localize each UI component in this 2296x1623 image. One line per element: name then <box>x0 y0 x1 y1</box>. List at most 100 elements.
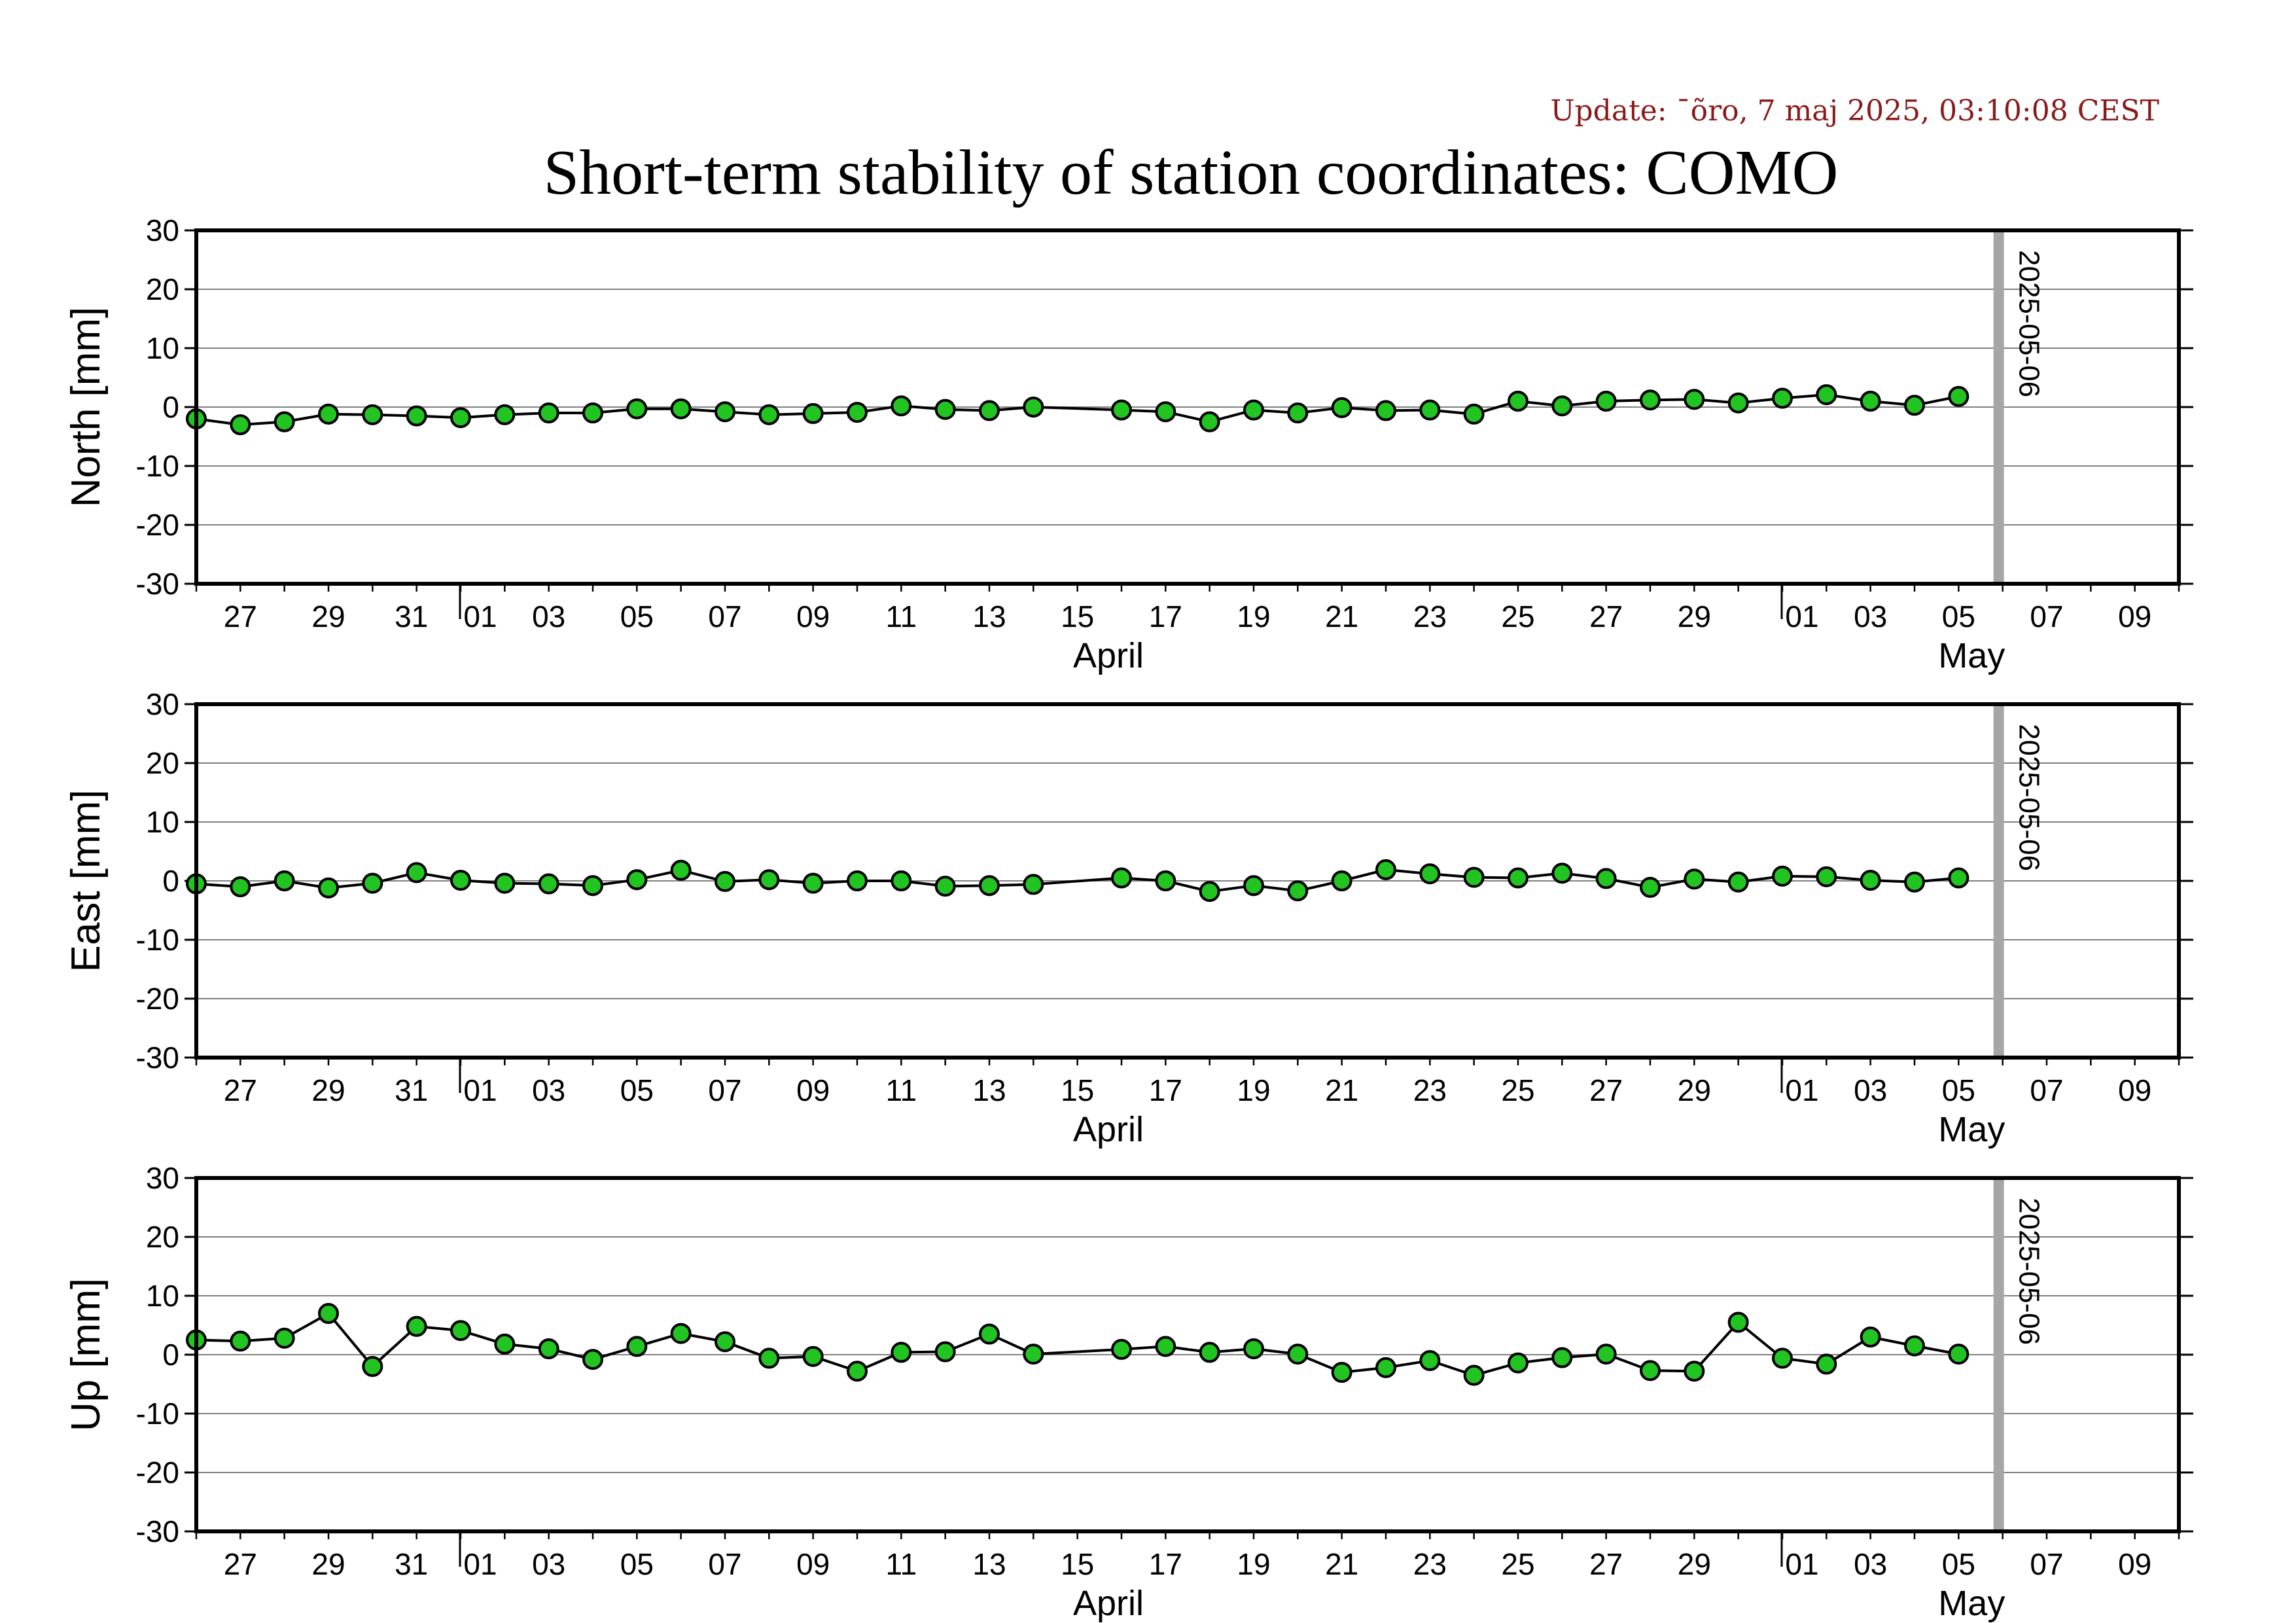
data-point <box>230 876 251 897</box>
data-point <box>318 877 339 899</box>
data-point <box>1155 870 1176 891</box>
data-point <box>1155 401 1176 423</box>
data-point <box>1199 1342 1220 1363</box>
x-tick-label: 05 <box>1942 1547 1975 1581</box>
data-point <box>626 869 648 891</box>
y-tick-label: 0 <box>162 864 179 898</box>
x-tick-label: 29 <box>311 1073 345 1107</box>
x-tick-label: 01 <box>463 1073 497 1107</box>
x-tick-label: 07 <box>2030 599 2063 633</box>
y-tick-label: -30 <box>136 1041 179 1075</box>
data-point <box>1199 881 1220 902</box>
data-point <box>1684 868 1705 890</box>
x-tick-label: 05 <box>1942 599 1975 633</box>
x-tick-label: 27 <box>1589 1073 1623 1107</box>
x-tick-label: 29 <box>1678 599 1711 633</box>
data-point <box>406 862 427 883</box>
x-tick-label: 15 <box>1061 1547 1094 1581</box>
x-tick-label: 03 <box>1854 599 1887 633</box>
x-tick-label: 23 <box>1413 599 1447 633</box>
y-tick-label: -30 <box>136 567 179 601</box>
plot-frame <box>194 228 2181 586</box>
x-month-label: April <box>1073 636 1144 675</box>
data-point <box>274 411 295 433</box>
data-point <box>802 402 824 424</box>
data-point <box>1551 863 1573 884</box>
x-tick-label: 25 <box>1501 1547 1534 1581</box>
plot-frame <box>194 702 2181 1060</box>
data-point <box>1860 870 1881 891</box>
data-point <box>1111 867 1132 889</box>
x-tick-label: 03 <box>1854 1547 1887 1581</box>
current-date-label: 2025-05-06 <box>2013 1198 2045 1345</box>
x-tick-label: 15 <box>1061 599 1094 633</box>
x-tick-label: 25 <box>1501 599 1534 633</box>
x-tick-label: 17 <box>1149 1073 1182 1107</box>
data-point <box>1287 1344 1309 1365</box>
series-line-east <box>196 868 1959 893</box>
x-tick-label: 23 <box>1413 1547 1447 1581</box>
data-point <box>1463 866 1485 888</box>
data-point <box>1243 875 1264 897</box>
x-tick-label: 09 <box>796 599 830 633</box>
x-tick-label: 11 <box>885 1073 917 1107</box>
x-tick-label: 27 <box>1589 599 1623 633</box>
data-point <box>979 1323 1000 1345</box>
x-tick-label: 07 <box>708 1073 741 1107</box>
data-point <box>758 1347 780 1369</box>
y-tick-label: 20 <box>146 746 179 780</box>
data-point <box>362 872 383 894</box>
plot-frame <box>194 1176 2181 1533</box>
x-month-label: May <box>1938 636 2005 675</box>
data-point <box>1948 385 1969 407</box>
data-point <box>1023 397 1044 418</box>
data-point <box>538 873 559 895</box>
update-timestamp: Update: ¯õro, 7 maj 2025, 03:10:08 CEST <box>1550 94 2159 128</box>
x-tick-label: 05 <box>620 1547 654 1581</box>
data-point <box>934 399 956 420</box>
x-tick-label: 27 <box>1589 1547 1623 1581</box>
y-tick-label: 30 <box>146 213 179 247</box>
x-tick-label: 03 <box>532 599 565 633</box>
data-point <box>362 1356 383 1377</box>
x-tick-label: 15 <box>1061 1073 1094 1107</box>
y-axis-label: North [mm] <box>63 307 109 508</box>
data-point <box>450 1320 471 1342</box>
x-tick-label: 09 <box>2118 599 2151 633</box>
data-point <box>1727 871 1749 893</box>
data-point <box>1155 1336 1176 1357</box>
data-point <box>626 398 648 419</box>
data-point <box>1331 870 1352 891</box>
y-tick-label: 10 <box>146 805 179 839</box>
data-point <box>1287 880 1309 902</box>
data-point <box>1331 397 1352 418</box>
data-point <box>1816 1353 1837 1375</box>
x-tick-label: 11 <box>885 599 917 633</box>
x-tick-label: 09 <box>2118 1547 2151 1581</box>
x-tick-label: 19 <box>1237 1547 1270 1581</box>
data-point <box>1023 874 1044 895</box>
y-tick-label: -10 <box>136 923 179 957</box>
data-point <box>1948 867 1969 889</box>
x-tick-label: 29 <box>311 599 345 633</box>
data-point <box>1640 1360 1661 1382</box>
data-point <box>670 1323 692 1344</box>
data-point <box>538 402 559 423</box>
x-tick-label: 07 <box>708 1547 741 1581</box>
data-point <box>758 869 780 891</box>
data-point <box>715 1331 735 1353</box>
x-tick-label: 27 <box>224 599 257 633</box>
data-point <box>406 405 427 427</box>
x-tick-label: 25 <box>1501 1073 1534 1107</box>
data-point <box>1419 399 1441 421</box>
data-point <box>362 404 383 425</box>
data-point <box>1772 865 1793 887</box>
y-tick-label: 30 <box>146 1161 179 1195</box>
data-point <box>1904 1335 1925 1357</box>
data-point <box>1508 391 1528 412</box>
x-tick-label: 19 <box>1237 599 1270 633</box>
x-month-label: April <box>1073 1584 1144 1623</box>
data-point <box>1860 391 1881 412</box>
y-tick-label: 20 <box>146 1220 179 1254</box>
